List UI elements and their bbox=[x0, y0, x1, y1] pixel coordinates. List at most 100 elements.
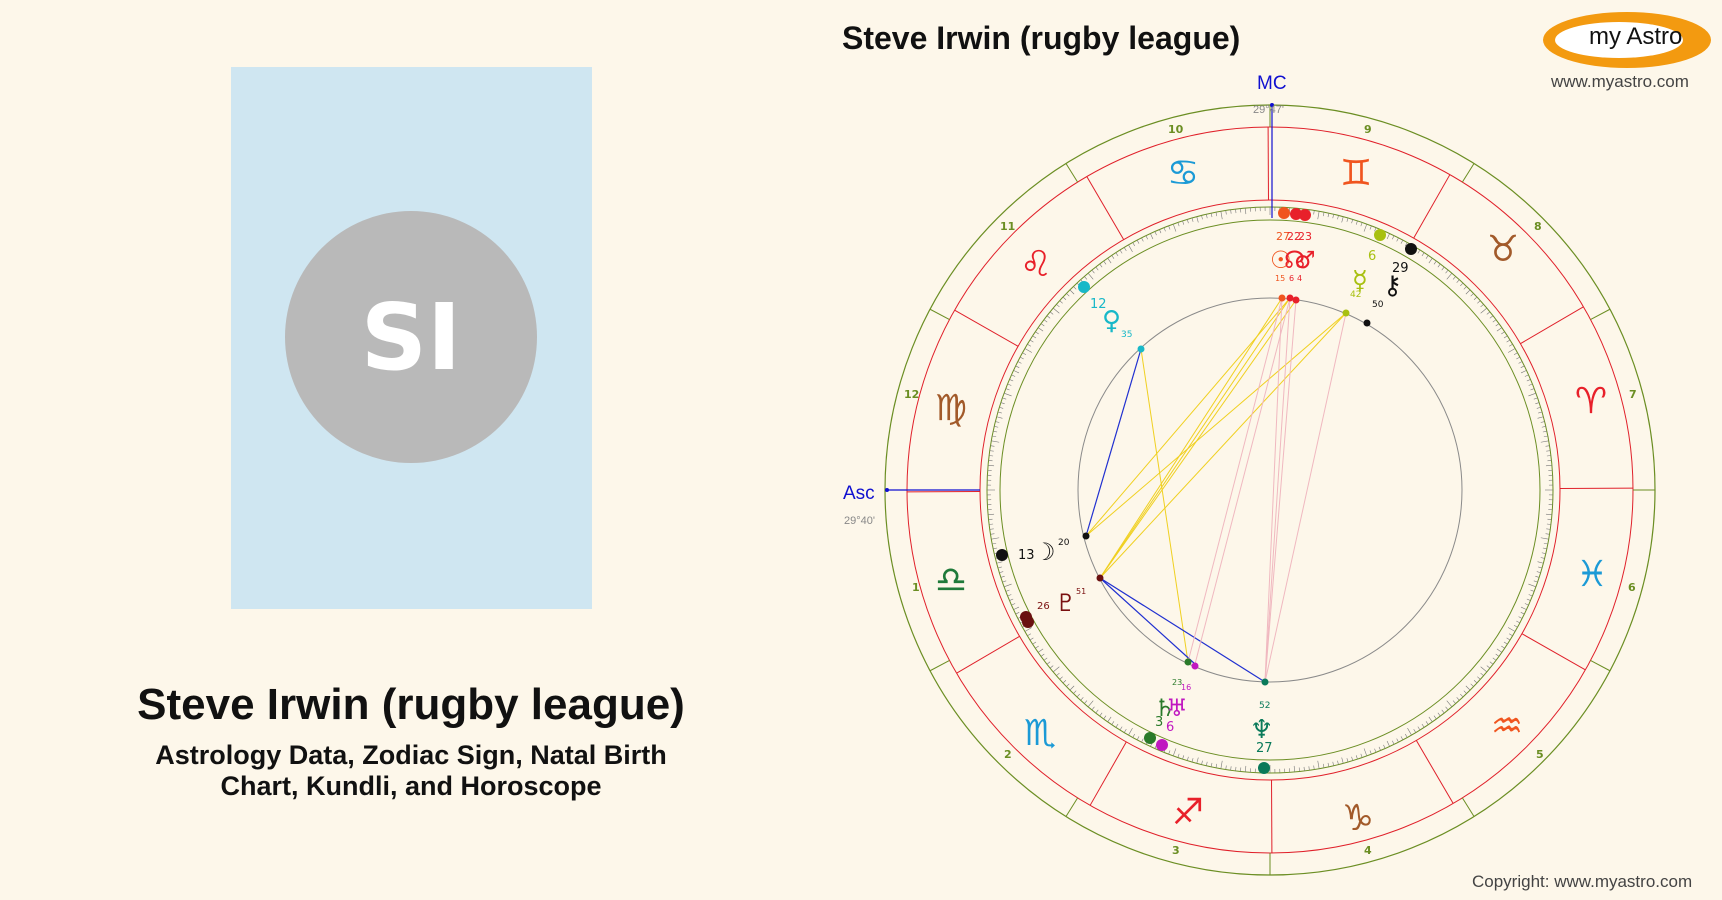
degree-tick bbox=[1355, 755, 1358, 760]
degree-tick bbox=[1206, 761, 1208, 766]
degree-tick bbox=[1428, 716, 1433, 722]
degree-tick bbox=[1520, 606, 1527, 610]
degree-tick bbox=[1516, 356, 1521, 360]
asc-label: Asc bbox=[843, 483, 875, 504]
degree-tick bbox=[1053, 307, 1060, 314]
degree-tick bbox=[1032, 641, 1037, 645]
degree-tick bbox=[1508, 348, 1516, 353]
degree-tick bbox=[1528, 392, 1537, 397]
house-number: 7 bbox=[1629, 388, 1637, 401]
degree-tick bbox=[1477, 676, 1481, 680]
degree-tick bbox=[1540, 537, 1549, 540]
aspect-line bbox=[1264, 297, 1283, 683]
degree-tick bbox=[1400, 239, 1404, 244]
mercury-marker bbox=[1374, 229, 1386, 241]
degree-tick bbox=[1492, 319, 1497, 323]
degree-tick bbox=[1038, 648, 1044, 653]
degree-tick bbox=[1168, 750, 1171, 755]
degree-tick bbox=[1002, 397, 1007, 400]
degree-tick bbox=[995, 421, 1000, 423]
degree-tick bbox=[1206, 214, 1208, 219]
zodiac-signs: ♈ ♉ ♊ ♋ ♌ ♍ ♎ ♏ ♐ ♑ ♒ ♓ bbox=[935, 153, 1608, 839]
degree-tick bbox=[1369, 750, 1372, 755]
degree-tick bbox=[1099, 712, 1103, 717]
degree-tick bbox=[1220, 211, 1223, 220]
moon-marker bbox=[996, 549, 1008, 561]
degree-tick bbox=[1456, 279, 1460, 283]
degree-tick bbox=[1024, 348, 1032, 353]
sign-divider bbox=[1520, 306, 1584, 345]
degree-tick bbox=[1545, 513, 1552, 515]
degree-tick bbox=[1177, 753, 1180, 758]
degree-tick bbox=[1027, 343, 1032, 347]
degree-tick bbox=[1396, 738, 1399, 743]
degree-tick bbox=[1220, 760, 1223, 769]
venus-aspect-point bbox=[1137, 345, 1145, 353]
degree-tick bbox=[1445, 706, 1449, 711]
degree-tick bbox=[1056, 304, 1060, 308]
venus-minute: 35 bbox=[1121, 330, 1132, 340]
degree-tick bbox=[1053, 666, 1060, 673]
degree-tick bbox=[1460, 282, 1464, 287]
degree-tick bbox=[1123, 728, 1127, 733]
leo-sign-icon: ♌ bbox=[1020, 244, 1052, 285]
degree-tick bbox=[1172, 223, 1177, 232]
degree-tick bbox=[1480, 672, 1484, 676]
pluto-degree: 26 bbox=[1037, 601, 1050, 612]
degree-tick bbox=[1513, 352, 1518, 356]
degree-tick bbox=[1463, 286, 1467, 290]
degree-tick bbox=[1346, 758, 1349, 763]
degree-tick bbox=[1317, 760, 1320, 769]
degree-tick bbox=[1421, 723, 1425, 728]
degree-tick bbox=[1538, 411, 1543, 414]
degree-tick bbox=[1369, 225, 1372, 230]
aspect-line bbox=[1099, 297, 1283, 579]
aspect-line bbox=[1264, 299, 1297, 683]
degree-tick bbox=[1003, 583, 1012, 588]
degree-tick bbox=[1191, 217, 1194, 222]
chiron-marker bbox=[1405, 243, 1417, 255]
degree-tick bbox=[1470, 683, 1474, 687]
mercury-aspect-point bbox=[1342, 309, 1350, 317]
house-number: 9 bbox=[1364, 123, 1372, 136]
site-url-link[interactable]: www.myastro.com bbox=[1551, 72, 1689, 91]
degree-tick bbox=[1545, 533, 1550, 535]
degree-tick bbox=[1091, 706, 1095, 711]
node-minute: 6 bbox=[1289, 274, 1294, 283]
degree-tick bbox=[1530, 388, 1535, 391]
neptune-degree: 27 bbox=[1256, 741, 1273, 756]
degree-tick bbox=[1486, 665, 1491, 669]
sign-divider bbox=[956, 635, 1020, 674]
degree-tick bbox=[1533, 580, 1538, 583]
sagittarius-sign-icon: ♐ bbox=[1172, 792, 1204, 833]
degree-tick bbox=[1141, 738, 1144, 743]
saturn-degree: 3 bbox=[1155, 715, 1163, 730]
degree-tick bbox=[1046, 315, 1051, 319]
degree-tick bbox=[1182, 220, 1185, 225]
degree-tick bbox=[1073, 690, 1077, 694]
degree-tick bbox=[1210, 762, 1213, 767]
degree-tick bbox=[1546, 450, 1551, 452]
degree-tick bbox=[1159, 229, 1162, 234]
node-icon: ☊ bbox=[1284, 246, 1305, 274]
degree-tick bbox=[1038, 327, 1044, 332]
degree-tick bbox=[1210, 213, 1213, 218]
degree-tick bbox=[1452, 700, 1456, 704]
degree-tick bbox=[1043, 319, 1048, 323]
degree-tick bbox=[1489, 315, 1494, 319]
degree-tick bbox=[1073, 286, 1077, 290]
myastro-logo[interactable]: my Astro bbox=[1543, 12, 1711, 68]
degree-tick bbox=[1000, 575, 1005, 578]
degree-tick bbox=[1542, 430, 1547, 433]
degree-tick bbox=[1518, 361, 1523, 364]
degree-tick bbox=[1428, 258, 1433, 264]
degree-tick bbox=[1145, 235, 1148, 240]
degree-tick bbox=[1009, 598, 1014, 601]
degree-tick bbox=[1029, 339, 1034, 343]
moon-minute: 20 bbox=[1058, 538, 1070, 548]
degree-tick bbox=[1003, 392, 1012, 397]
uranus-degree: 6 bbox=[1166, 720, 1174, 735]
degree-tick bbox=[1013, 606, 1020, 610]
degree-tick bbox=[1032, 335, 1037, 339]
degree-tick bbox=[1501, 645, 1505, 649]
